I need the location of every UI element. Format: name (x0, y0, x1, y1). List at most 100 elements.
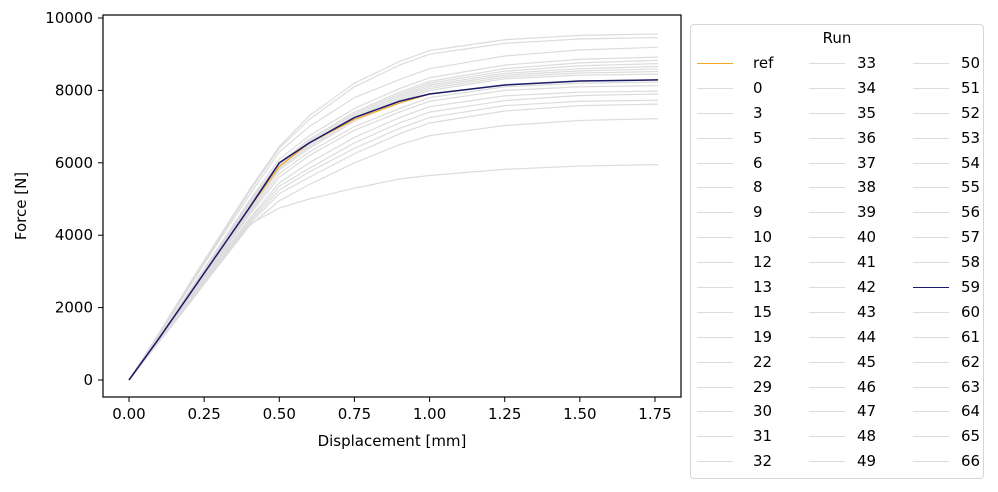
legend-line-icon (697, 262, 733, 264)
legend-item-40[interactable]: 40 (809, 226, 879, 251)
legend-item-35[interactable]: 35 (809, 102, 879, 127)
legend-label: 48 (857, 427, 877, 446)
legend-item-65[interactable]: 65 (913, 425, 983, 450)
legend-item-9[interactable]: 9 (697, 201, 767, 226)
legend-item-46[interactable]: 46 (809, 376, 879, 401)
legend-line-icon (809, 311, 845, 313)
plot-lines (128, 33, 659, 381)
legend-line-icon (809, 436, 845, 438)
legend-item-50[interactable]: 50 (913, 52, 983, 77)
legend-line-icon (913, 262, 949, 264)
legend-item-62[interactable]: 62 (913, 351, 983, 376)
legend-label: 15 (753, 302, 773, 321)
x-axis-label: Displacement [mm] (318, 432, 467, 450)
legend-item-43[interactable]: 43 (809, 301, 879, 326)
legend-item-13[interactable]: 13 (697, 276, 772, 301)
legend-item-58[interactable]: 58 (913, 251, 983, 276)
legend-label: 12 (753, 253, 773, 272)
legend-label: 51 (961, 78, 981, 97)
x-tick-label: 1.00 (413, 405, 446, 423)
legend-line-icon (913, 237, 949, 239)
legend-item-39[interactable]: 39 (809, 201, 879, 226)
legend-item-51[interactable]: 51 (913, 77, 983, 102)
legend-item-47[interactable]: 47 (809, 400, 879, 425)
legend-label: 39 (857, 203, 877, 222)
legend-label: 45 (857, 352, 877, 371)
legend-item-44[interactable]: 44 (809, 326, 879, 351)
legend-line-icon (697, 361, 733, 363)
legend-item-56[interactable]: 56 (913, 201, 983, 226)
legend-item-19[interactable]: 19 (697, 326, 772, 351)
legend-label: 10 (753, 228, 773, 247)
legend-label: 30 (753, 402, 773, 421)
legend-item-5[interactable]: 5 (697, 127, 767, 152)
legend-item-12[interactable]: 12 (697, 251, 772, 276)
legend-item-36[interactable]: 36 (809, 127, 879, 152)
legend-item-42[interactable]: 42 (809, 276, 879, 301)
legend-item-57[interactable]: 57 (913, 226, 983, 251)
legend-item-8[interactable]: 8 (697, 176, 767, 201)
legend-item-59[interactable]: 59 (913, 276, 983, 301)
legend-item-3[interactable]: 3 (697, 102, 767, 127)
legend-label: 9 (753, 203, 763, 222)
legend-item-63[interactable]: 63 (913, 376, 983, 401)
legend-line-icon (809, 411, 845, 413)
legend-item-10[interactable]: 10 (697, 226, 772, 251)
legend-line-icon (697, 386, 733, 388)
legend-label: 54 (961, 153, 981, 172)
legend-item-6[interactable]: 6 (697, 152, 767, 177)
series-line-22 (128, 85, 659, 381)
y-tick-label: 0 (83, 371, 93, 389)
series-line-12 (128, 68, 659, 381)
legend-line-icon (809, 63, 845, 64)
y-tick-label: 8000 (55, 81, 93, 99)
legend-item-34[interactable]: 34 (809, 77, 879, 102)
legend-item-49[interactable]: 49 (809, 450, 879, 475)
legend-line-icon (697, 63, 733, 64)
legend-item-29[interactable]: 29 (697, 376, 772, 401)
legend-label: 41 (857, 253, 877, 272)
series-line-10 (128, 65, 659, 381)
legend-line-icon (809, 262, 845, 264)
legend-line-icon (913, 287, 949, 289)
legend-item-32[interactable]: 32 (697, 450, 772, 475)
legend-item-0[interactable]: 0 (697, 77, 767, 102)
legend-item-53[interactable]: 53 (913, 127, 983, 152)
legend-item-15[interactable]: 15 (697, 301, 772, 326)
legend-item-37[interactable]: 37 (809, 152, 879, 177)
legend-line-icon (697, 461, 733, 463)
legend-item-ref[interactable]: ref (697, 52, 773, 77)
legend-label: 46 (857, 377, 877, 396)
legend-item-61[interactable]: 61 (913, 326, 983, 351)
legend-item-48[interactable]: 48 (809, 425, 879, 450)
legend-label: 40 (857, 228, 877, 247)
legend-label: ref (753, 54, 774, 72)
series-line-59 (128, 79, 659, 381)
legend-line-icon (913, 63, 949, 64)
legend-line-icon (697, 87, 733, 89)
series-line-0 (128, 33, 659, 381)
legend-item-33[interactable]: 33 (809, 52, 879, 77)
legend-item-45[interactable]: 45 (809, 351, 879, 376)
legend-item-52[interactable]: 52 (913, 102, 983, 127)
legend-item-60[interactable]: 60 (913, 301, 983, 326)
legend-label: 22 (753, 352, 773, 371)
legend-label: 33 (857, 54, 877, 72)
legend-item-41[interactable]: 41 (809, 251, 879, 276)
series-line-30 (128, 93, 659, 381)
legend-line-icon (913, 436, 949, 438)
legend-item-31[interactable]: 31 (697, 425, 772, 450)
legend-line-icon (697, 287, 733, 289)
legend-label: 58 (961, 253, 981, 272)
x-axis-ticks: 0.00 0.25 0.50 0.75 1.00 1.25 1.50 1.75 (112, 397, 672, 423)
legend-line-icon (913, 137, 949, 139)
legend-item-55[interactable]: 55 (913, 176, 983, 201)
series-line-low2 (128, 118, 659, 381)
legend-item-64[interactable]: 64 (913, 400, 983, 425)
legend-item-54[interactable]: 54 (913, 152, 983, 177)
legend-item-30[interactable]: 30 (697, 400, 772, 425)
legend-item-66[interactable]: 66 (913, 450, 983, 475)
legend-item-22[interactable]: 22 (697, 351, 772, 376)
legend-item-38[interactable]: 38 (809, 176, 879, 201)
legend-line-icon (809, 162, 845, 164)
